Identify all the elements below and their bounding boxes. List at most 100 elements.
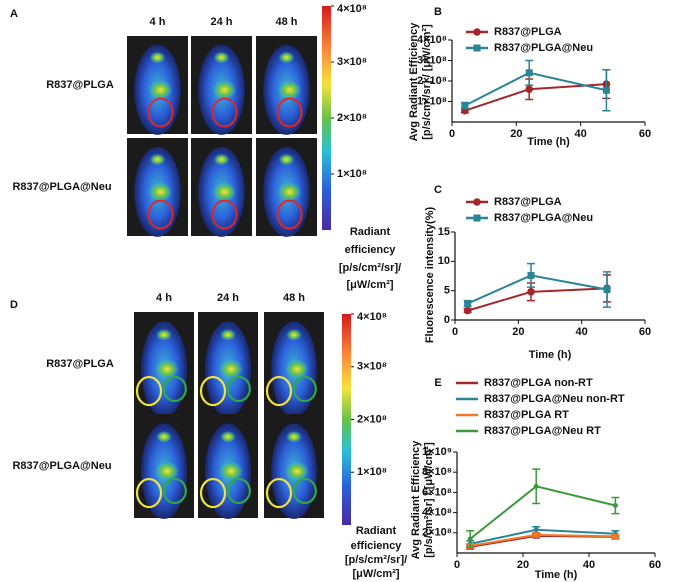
data-point	[612, 533, 618, 539]
legend-label: R837@PLGA@Neu RT	[484, 425, 601, 437]
y-tick-label: 6×10⁸	[422, 486, 452, 498]
row-label: R837@PLGA@Neu	[12, 460, 111, 472]
signal	[285, 461, 309, 482]
legend-marker	[473, 44, 481, 52]
x-tick-label: 20	[512, 326, 524, 338]
y-axis-label: [p/s/cm²/sr] / [μW/cm²]	[421, 24, 433, 140]
signal	[219, 461, 243, 482]
x-tick-label: 40	[575, 128, 587, 140]
data-point	[527, 288, 535, 296]
data-point	[463, 306, 472, 315]
legend-label: R837@PLGA@Neu	[494, 212, 593, 224]
x-tick-label: 60	[639, 326, 651, 338]
x-tick-label: 60	[649, 559, 661, 571]
tumor-ring	[199, 375, 227, 407]
series-line	[467, 287, 608, 312]
y-tick-label: 4×10⁸	[422, 507, 452, 519]
data-point	[602, 86, 610, 94]
signal	[219, 359, 243, 380]
y-tick-label: 4×10⁸	[417, 34, 447, 46]
tumor-ring	[162, 477, 187, 505]
data-point	[525, 85, 533, 93]
colorbar-tick-label: 1×10⁸	[357, 466, 387, 478]
y-tick-label: 1×10⁹	[422, 446, 452, 458]
panel-label: E	[434, 377, 441, 389]
tumor-ring	[162, 375, 187, 403]
signal	[212, 79, 237, 100]
signal	[278, 153, 295, 166]
colorbar-tick-label: 3×10⁸	[337, 56, 367, 68]
x-axis-label: Time (h)	[527, 136, 570, 148]
legend-label: R837@PLGA@Neu	[494, 42, 593, 54]
signal	[149, 51, 166, 64]
signal	[149, 153, 166, 166]
signal	[278, 51, 295, 64]
signal	[286, 328, 302, 341]
legend-label: R837@PLGA non-RT	[484, 377, 593, 389]
colorbar	[322, 6, 331, 230]
x-tick-label: 0	[454, 559, 460, 571]
legend-label: R837@PLGA	[494, 196, 562, 208]
data-point	[464, 300, 472, 308]
panel-label: A	[10, 8, 18, 20]
x-axis-label: Time (h)	[535, 569, 578, 581]
signal	[277, 79, 302, 100]
column-label: 48 h	[275, 16, 297, 28]
colorbar-tick-label: 2×10⁸	[337, 112, 367, 124]
y-axis-label: Avg Radiant Efficiency	[408, 22, 420, 142]
data-point	[603, 285, 611, 293]
x-tick-label: 20	[517, 559, 529, 571]
data-point	[467, 536, 473, 542]
row-label: R837@PLGA	[46, 358, 114, 370]
colorbar-label: [p/s/cm²/sr]/	[345, 554, 407, 566]
colorbar-tick-label: 2×10⁸	[357, 413, 387, 425]
signal	[155, 359, 179, 380]
x-tick-label: 40	[583, 559, 595, 571]
tumor-ring	[276, 97, 303, 128]
row-label: R837@PLGA	[46, 79, 114, 91]
tumor-ring	[147, 199, 174, 230]
tumor-ring	[292, 375, 317, 403]
signal	[156, 328, 172, 341]
column-label: 24 h	[217, 292, 239, 304]
tumor-ring	[135, 477, 163, 509]
data-point	[533, 483, 539, 489]
panel-label: B	[434, 6, 442, 18]
y-tick-label: 2×10⁸	[422, 527, 452, 539]
tumor-ring	[211, 199, 238, 230]
legend-label: R837@PLGA	[494, 26, 562, 38]
signal	[277, 181, 302, 202]
legend-label: R837@PLGA@Neu non-RT	[484, 393, 625, 405]
panel-label: C	[434, 184, 442, 196]
y-axis-label: [p/s/cm²/sr] / [μW/cm²]	[423, 442, 435, 558]
x-tick-label: 0	[449, 128, 455, 140]
column-label: 24 h	[210, 16, 232, 28]
colorbar	[342, 314, 351, 525]
colorbar-label: Radiant	[350, 226, 391, 238]
signal	[155, 461, 179, 482]
signal	[213, 153, 230, 166]
legend-marker	[473, 214, 481, 222]
colorbar-tick-label: 1×10⁸	[337, 168, 367, 180]
y-axis-label: Fluorescence intensity(%)	[424, 207, 436, 344]
y-tick-label: 8×10⁸	[422, 466, 452, 478]
tumor-ring	[265, 375, 293, 407]
x-axis-label: Time (h)	[529, 349, 572, 361]
signal	[213, 51, 230, 64]
tumor-ring	[276, 199, 303, 230]
colorbar-label: [p/s/cm²/sr]/	[339, 262, 401, 274]
x-tick-label: 0	[452, 326, 458, 338]
colorbar-label: [μW/cm²]	[346, 279, 393, 291]
data-point	[527, 271, 535, 279]
signal	[285, 359, 309, 380]
tumor-ring	[226, 375, 251, 403]
signal	[212, 181, 237, 202]
signal	[286, 430, 302, 443]
y-tick-label: 3×10⁸	[417, 54, 447, 66]
column-label: 4 h	[150, 16, 166, 28]
column-label: 4 h	[156, 292, 172, 304]
signal	[148, 181, 173, 202]
legend-marker	[473, 198, 481, 206]
y-tick-label: 0	[444, 314, 450, 326]
